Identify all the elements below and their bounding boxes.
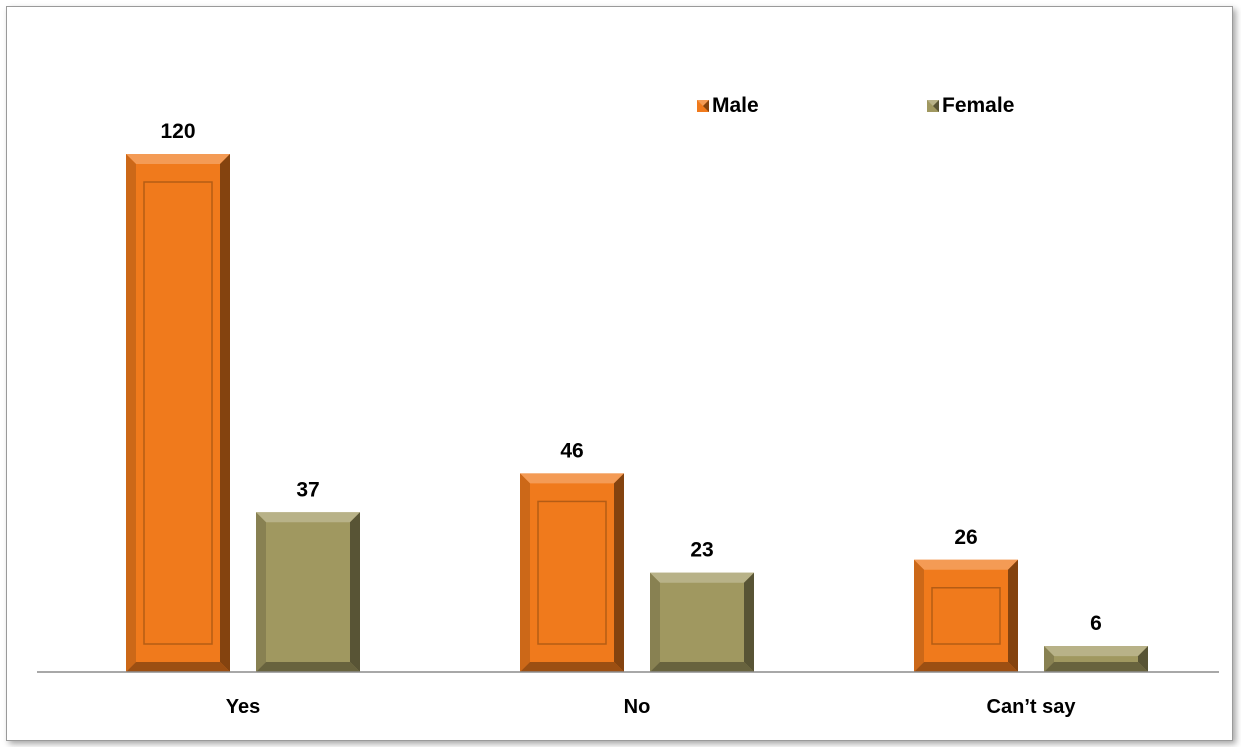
value-label-male-2: 26: [954, 526, 977, 549]
legend-item-female: Female: [927, 94, 1014, 117]
bar-bevel-right: [744, 572, 754, 672]
category-label-2: Can’t say: [987, 696, 1077, 718]
bar-bevel-top: [126, 154, 230, 164]
bar-bevel-right: [1138, 646, 1148, 672]
bar-bevel-top: [914, 559, 1018, 570]
bar-face: [520, 473, 624, 672]
bar-bevel-bottom: [650, 662, 754, 672]
bar-bevel-bottom: [1044, 662, 1148, 672]
legend-item-male: Male: [697, 94, 759, 117]
bar-female-0: [256, 512, 360, 672]
bar-bevel-left: [256, 512, 266, 672]
bar-bevel-bottom: [520, 662, 624, 672]
bar-bevel-bottom: [126, 662, 230, 672]
legend-swatch-bevel: [927, 100, 939, 106]
bar-face: [126, 154, 230, 672]
bar-bevel-left: [914, 559, 924, 672]
value-label-female-1: 23: [690, 539, 713, 562]
value-label-male-0: 120: [160, 120, 195, 143]
bar-bevel-left: [126, 154, 136, 672]
bars-layer: [126, 154, 1148, 672]
bar-inner-panel: [931, 587, 1001, 645]
bar-bevel-right: [350, 512, 360, 672]
chart-frame: 120 46 26 37 23 6 Yes No Can’t say Male Female: [6, 6, 1233, 741]
bar-bevel-right: [614, 473, 624, 672]
bar-bevel-right: [220, 154, 230, 672]
bar-male-0: [126, 154, 230, 672]
bar-inner-panel: [537, 500, 607, 645]
legend-swatch-shade: [703, 100, 709, 112]
legend: Male Female: [697, 94, 1014, 117]
legend-swatch-bevel: [697, 100, 709, 106]
bar-female-1: [650, 572, 754, 672]
category-label-1: No: [624, 696, 651, 718]
bar-bevel-top: [256, 512, 360, 523]
bar-bevel-left: [520, 473, 530, 672]
bar-female-2: [1044, 646, 1148, 672]
bar-bevel-top: [1044, 646, 1148, 657]
bar-face: [650, 572, 754, 672]
bar-face: [914, 559, 1018, 672]
bar-bevel-bottom: [256, 662, 360, 672]
bar-bevel-top: [520, 473, 624, 484]
bar-bevel-top: [650, 572, 754, 583]
legend-label-female: Female: [942, 94, 1014, 117]
bar-bevel-right: [1008, 559, 1018, 672]
bar-inner-panel: [143, 181, 213, 645]
bar-bevel-bottom: [914, 662, 1018, 672]
bar-male-1: [520, 473, 624, 672]
legend-label-male: Male: [712, 94, 759, 117]
bar-face: [256, 512, 360, 672]
value-label-female-2: 6: [1090, 612, 1102, 635]
bar-male-2: [914, 559, 1018, 672]
value-labels-layer: 120 46 26 37 23 6: [160, 120, 1101, 635]
bar-chart: 120 46 26 37 23 6 Yes No Can’t say Male Female: [37, 94, 1219, 718]
category-labels-layer: Yes No Can’t say: [226, 696, 1077, 718]
value-label-female-0: 37: [296, 478, 319, 501]
bar-bevel-left: [1044, 646, 1054, 672]
legend-swatch-shade: [933, 100, 939, 112]
value-label-male-1: 46: [560, 439, 583, 462]
bar-bevel-left: [650, 572, 660, 672]
category-label-0: Yes: [226, 696, 260, 718]
